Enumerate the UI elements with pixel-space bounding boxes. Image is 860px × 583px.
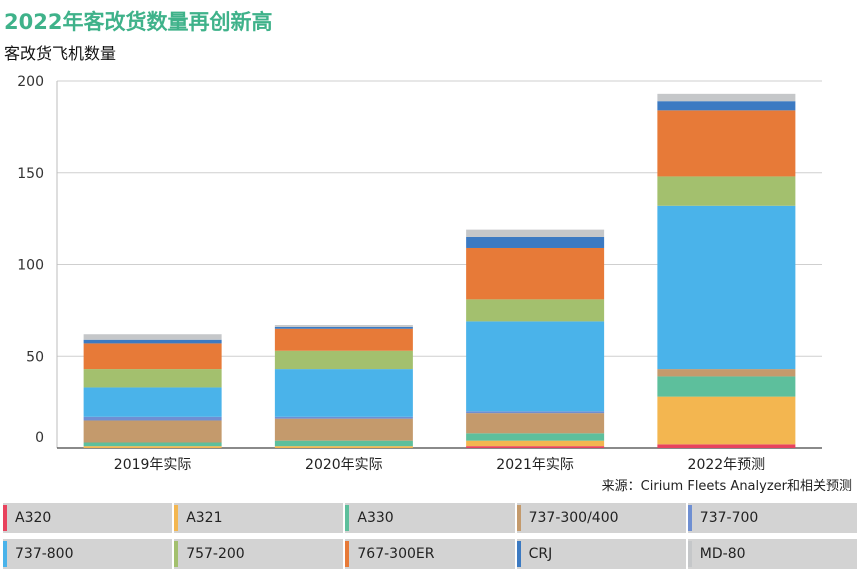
bar-segment bbox=[466, 446, 605, 448]
bar-segment bbox=[466, 229, 605, 237]
chart-title: 2022年客改货数量再创新高 bbox=[4, 10, 273, 34]
bar-segment bbox=[657, 101, 796, 111]
legend-item: 757-200 bbox=[174, 539, 344, 569]
bar-segment bbox=[466, 440, 605, 447]
bar-segment bbox=[657, 205, 796, 370]
stacked-bar-chart: 0 50 100 150 200 2019年实际 2020年实际 2021年实际 2022年预测 bbox=[17, 74, 822, 473]
bar-segment bbox=[466, 413, 605, 434]
bar-segment bbox=[657, 444, 796, 448]
bar-segment bbox=[466, 299, 605, 322]
y-tick-label: 150 bbox=[17, 166, 44, 182]
legend-label: 737-700 bbox=[699, 510, 759, 526]
legend-item: 767-300ER bbox=[345, 539, 515, 569]
bar-segment bbox=[657, 376, 796, 397]
legend-label: CRJ bbox=[528, 546, 553, 562]
bar-segment bbox=[83, 420, 222, 443]
legend-label: A321 bbox=[186, 510, 223, 526]
legend-label: MD-80 bbox=[699, 546, 746, 562]
bar-segment bbox=[274, 325, 413, 327]
legend-item: A321 bbox=[174, 503, 344, 533]
bar-segment bbox=[274, 416, 413, 419]
bar-segment bbox=[657, 176, 796, 206]
bar-segment bbox=[466, 433, 605, 441]
bar-segment bbox=[83, 416, 222, 421]
bar-segment bbox=[657, 369, 796, 377]
bar-segment bbox=[466, 247, 605, 300]
legend-label: A320 bbox=[15, 510, 52, 526]
legend-item: CRJ bbox=[516, 539, 686, 569]
legend-label: 737-800 bbox=[15, 546, 74, 562]
legend-item: MD-80 bbox=[687, 539, 857, 569]
legend-swatch bbox=[516, 505, 521, 531]
bar-segment bbox=[657, 396, 796, 445]
bar-segment bbox=[274, 418, 413, 441]
legend-swatch bbox=[345, 541, 350, 567]
x-tick-label: 2019年实际 bbox=[114, 457, 192, 473]
bar-segment bbox=[274, 326, 413, 329]
source-note: 来源：Cirium Fleets Analyzer和相关预测 bbox=[601, 479, 852, 494]
bar-segment bbox=[274, 369, 413, 417]
bar-segment bbox=[83, 369, 222, 388]
legend-swatch bbox=[687, 505, 692, 531]
bar-segment bbox=[274, 328, 413, 351]
legend-label: 767-300ER bbox=[357, 546, 435, 562]
legend-label: 737-300/400 bbox=[528, 510, 619, 526]
legend-item: 737-800 bbox=[3, 539, 173, 569]
y-tick-label: 200 bbox=[17, 74, 44, 90]
bar-segment bbox=[274, 350, 413, 370]
bar-segment bbox=[466, 321, 605, 412]
bar-segment bbox=[83, 339, 222, 344]
legend-swatch bbox=[174, 505, 179, 531]
legend-swatch bbox=[516, 541, 521, 567]
legend-label: 757-200 bbox=[186, 546, 245, 562]
legend-item: A320 bbox=[3, 503, 173, 533]
bar-segment bbox=[83, 334, 222, 340]
chart-subtitle: 客改货飞机数量 bbox=[4, 44, 117, 63]
bar-segment bbox=[274, 446, 413, 448]
legend-item: A330 bbox=[345, 503, 515, 533]
y-tick-label: 0 bbox=[35, 430, 44, 446]
y-tick-label: 100 bbox=[17, 258, 44, 274]
x-tick-label: 2021年实际 bbox=[496, 457, 574, 473]
legend-item: 737-700 bbox=[687, 503, 857, 533]
legend-swatch bbox=[3, 541, 7, 567]
x-tick-label: 2022年预测 bbox=[688, 457, 766, 473]
bar-segment bbox=[83, 442, 222, 447]
bar-segment bbox=[466, 236, 605, 248]
legend-label: A330 bbox=[357, 510, 394, 526]
bar-segment bbox=[657, 93, 796, 102]
legend-swatch bbox=[345, 505, 350, 531]
legend-swatch bbox=[3, 505, 7, 531]
bar-segment bbox=[83, 343, 222, 370]
bar-segment bbox=[274, 440, 413, 447]
x-tick-label: 2020年实际 bbox=[305, 457, 383, 473]
bar-segment bbox=[83, 387, 222, 417]
bar-segment bbox=[83, 446, 222, 448]
legend-swatch bbox=[687, 541, 692, 567]
legend-item: 737-300/400 bbox=[516, 503, 686, 533]
bar-segment bbox=[657, 110, 796, 177]
legend-swatch bbox=[174, 541, 179, 567]
bar-segment bbox=[466, 411, 605, 414]
y-tick-label: 50 bbox=[26, 349, 44, 365]
